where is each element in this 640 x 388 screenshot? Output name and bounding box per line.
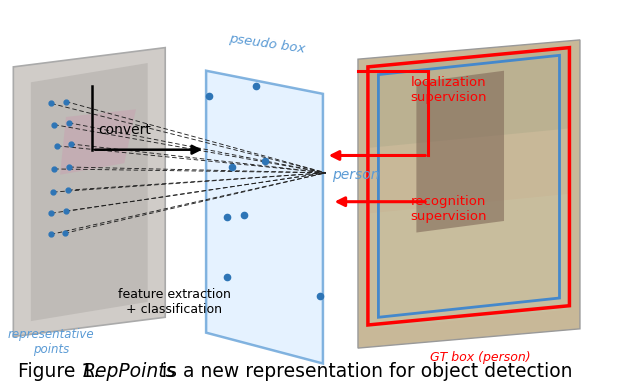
Text: Figure 1.: Figure 1. (18, 362, 105, 381)
Polygon shape (206, 71, 323, 364)
Polygon shape (417, 71, 504, 232)
Text: RepPoints: RepPoints (83, 362, 175, 381)
Polygon shape (370, 194, 568, 329)
Polygon shape (358, 40, 580, 348)
Text: is a new representation for object detection: is a new representation for object detec… (156, 362, 573, 381)
Polygon shape (370, 48, 568, 148)
Polygon shape (31, 63, 148, 321)
Text: person: person (332, 168, 379, 182)
Text: recognition
supervision: recognition supervision (410, 196, 487, 223)
Text: feature extraction
+ classification: feature extraction + classification (118, 288, 230, 316)
Polygon shape (13, 48, 165, 336)
Text: localization
supervision: localization supervision (410, 76, 487, 104)
Polygon shape (60, 109, 136, 175)
Text: representative
points: representative points (8, 328, 95, 356)
Text: convert: convert (98, 123, 151, 137)
Text: pseudo box: pseudo box (228, 32, 307, 55)
Text: GT box (person): GT box (person) (430, 351, 531, 364)
